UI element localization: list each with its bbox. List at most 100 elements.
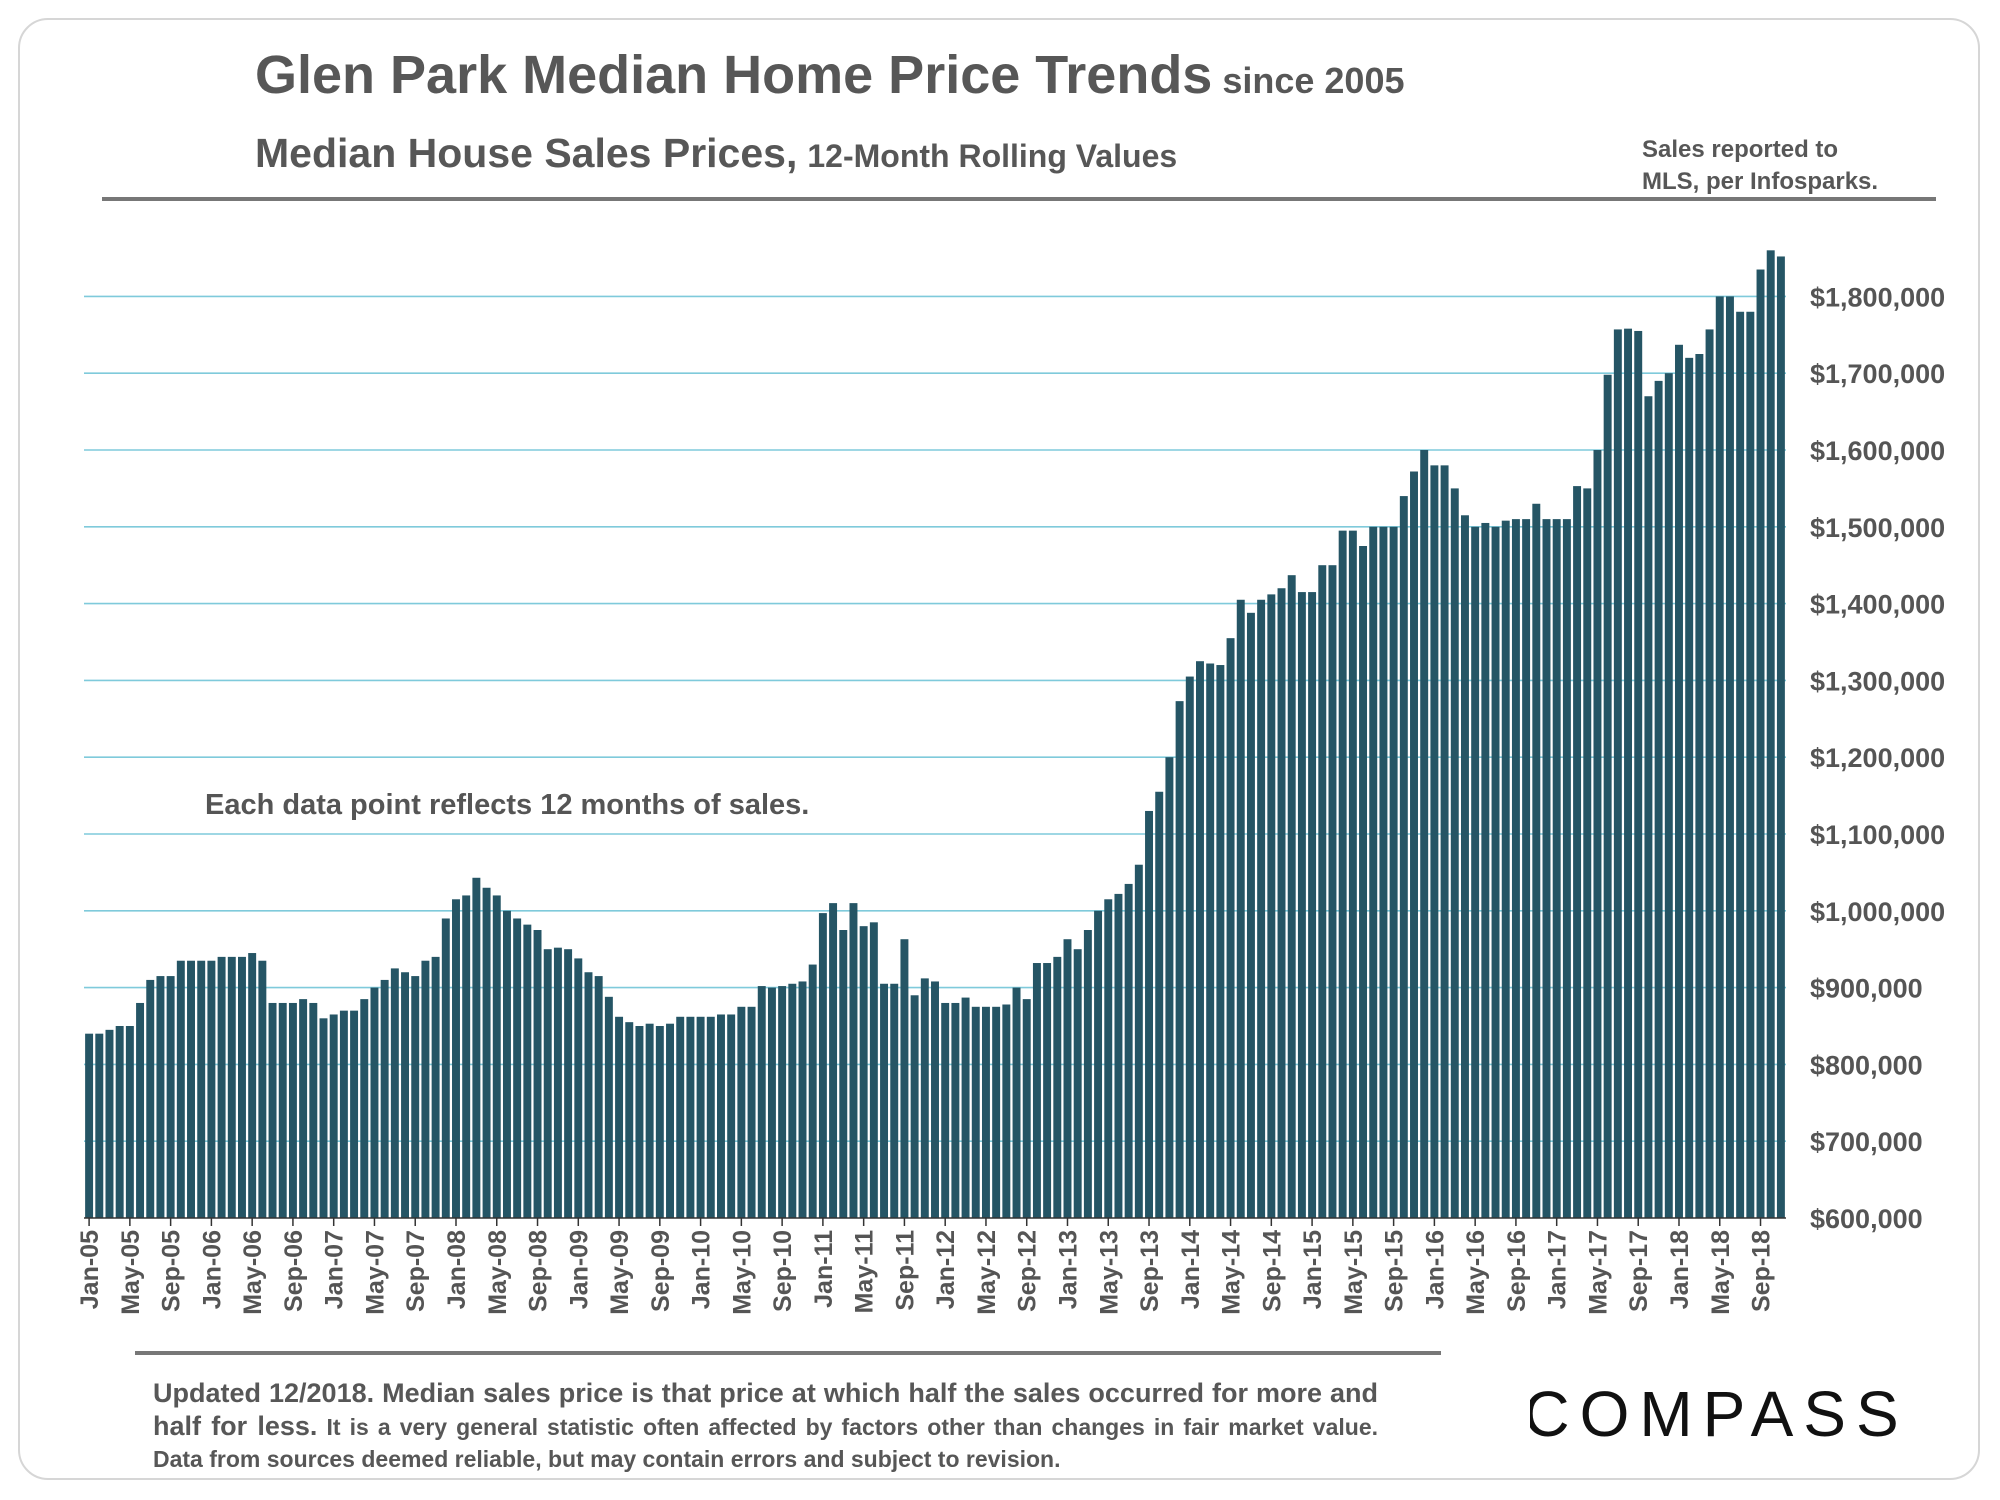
bar	[319, 1018, 328, 1218]
bar	[1705, 329, 1714, 1218]
bar	[1308, 592, 1317, 1218]
bar	[1134, 864, 1143, 1218]
bar	[115, 1026, 124, 1218]
x-tick-label: May-17	[1584, 1230, 1612, 1315]
bar	[706, 1016, 715, 1218]
bar	[105, 1029, 114, 1218]
bar	[553, 947, 562, 1218]
bar	[1226, 638, 1235, 1218]
x-tick-label: Sep-14	[1258, 1230, 1286, 1312]
bar	[1776, 256, 1785, 1218]
bar	[176, 960, 185, 1218]
y-tick-label: $700,000	[1810, 1127, 1923, 1157]
bar	[360, 999, 369, 1218]
bar	[1196, 661, 1204, 1218]
bar	[1145, 810, 1153, 1218]
y-tick-label: $1,200,000	[1810, 743, 1945, 773]
bar	[187, 960, 195, 1218]
x-tick-label: Jan-18	[1666, 1230, 1694, 1309]
x-tick-label: Sep-08	[525, 1230, 553, 1312]
source-line-2: MLS, per Infosparks.	[1642, 168, 1879, 195]
bar	[1756, 269, 1765, 1218]
bar	[482, 887, 491, 1218]
title-suffix: since 2005	[1222, 60, 1405, 101]
x-tick-label: Jan-05	[76, 1230, 104, 1309]
subtitle-suffix: 12-Month Rolling Values	[807, 138, 1178, 174]
bar	[951, 1002, 960, 1218]
bar	[462, 895, 471, 1218]
header-divider	[102, 197, 1936, 201]
bar	[931, 981, 939, 1218]
x-tick-label: Jan-09	[565, 1230, 593, 1309]
source-note: Sales reported to MLS, per Infosparks.	[1642, 134, 1878, 198]
bar	[1410, 471, 1418, 1218]
bar	[258, 960, 267, 1218]
bar	[197, 960, 206, 1218]
bar	[1746, 311, 1755, 1218]
x-tick-label: May-10	[728, 1230, 756, 1315]
bar	[1685, 357, 1694, 1219]
bar	[217, 956, 226, 1218]
bar	[278, 1002, 287, 1218]
bar	[1379, 526, 1388, 1218]
bar	[237, 956, 246, 1218]
bar	[136, 1002, 145, 1218]
bar	[1155, 791, 1164, 1218]
bar	[920, 978, 929, 1218]
x-tick-label: Sep-06	[280, 1230, 308, 1312]
bar	[971, 1006, 980, 1218]
x-tick-label: Jan-14	[1177, 1230, 1205, 1309]
x-tick-label: Sep-15	[1381, 1230, 1409, 1312]
bar	[1012, 987, 1021, 1218]
y-tick-label: $600,000	[1810, 1204, 1923, 1234]
bar	[513, 918, 522, 1218]
x-tick-label: Jan-12	[932, 1230, 960, 1309]
bar	[1369, 526, 1378, 1218]
bar	[1634, 330, 1643, 1219]
bar	[1114, 893, 1123, 1218]
bar	[1511, 519, 1520, 1218]
bar	[1022, 999, 1031, 1218]
x-tick-label: May-18	[1707, 1230, 1735, 1315]
y-tick-label: $800,000	[1810, 1050, 1923, 1080]
bar	[1348, 530, 1357, 1218]
y-tick-label: $1,700,000	[1810, 359, 1945, 389]
bar	[502, 910, 511, 1218]
bar	[1573, 486, 1582, 1218]
bar	[880, 983, 889, 1218]
bar	[666, 1023, 674, 1218]
bar	[635, 1026, 644, 1218]
bar	[1420, 450, 1429, 1218]
bar	[1043, 963, 1052, 1218]
bar	[1359, 546, 1368, 1218]
bar	[268, 1002, 277, 1218]
bar	[604, 996, 613, 1218]
x-tick-label: May-07	[361, 1230, 389, 1315]
bar	[961, 997, 970, 1218]
footer-divider	[135, 1351, 1441, 1355]
title-main: Glen Park Median Home Price Trends	[255, 45, 1213, 105]
bar	[421, 960, 430, 1218]
x-tick-label: Sep-09	[647, 1230, 675, 1312]
bar	[1695, 354, 1704, 1218]
bar	[1450, 488, 1459, 1218]
x-tick-label: May-08	[484, 1230, 512, 1315]
bar	[380, 979, 389, 1218]
logo-text: COMPASS	[1530, 1378, 1902, 1448]
bar	[166, 976, 175, 1218]
bar	[1675, 344, 1683, 1218]
bar	[329, 1014, 338, 1218]
y-tick-label: $1,300,000	[1810, 666, 1945, 696]
bar	[615, 1016, 624, 1218]
x-tick-label: Jan-13	[1054, 1230, 1082, 1309]
bar	[1389, 526, 1398, 1218]
x-tick-label: May-11	[851, 1230, 879, 1313]
bar	[686, 1016, 695, 1218]
bar	[1094, 910, 1103, 1218]
bar	[452, 899, 460, 1218]
x-tick-label: May-09	[606, 1230, 634, 1315]
bar	[1501, 520, 1510, 1218]
bar	[1297, 592, 1306, 1218]
bar	[1083, 930, 1092, 1218]
